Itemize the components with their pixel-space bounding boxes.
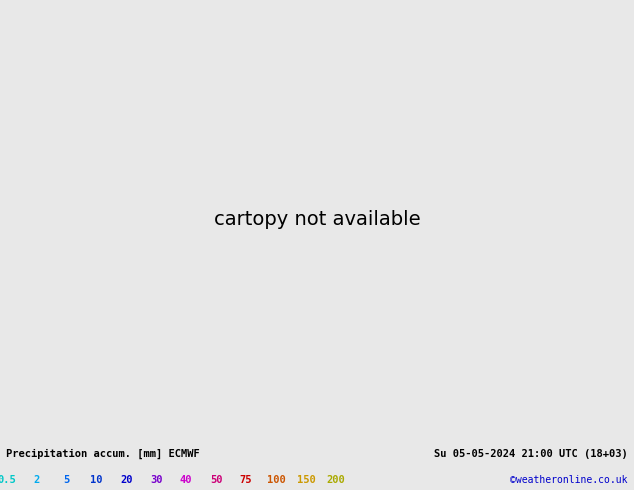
Text: cartopy not available: cartopy not available: [214, 210, 420, 229]
Text: Su 05-05-2024 21:00 UTC (18+03): Su 05-05-2024 21:00 UTC (18+03): [434, 449, 628, 459]
Text: Precipitation accum. [mm] ECMWF: Precipitation accum. [mm] ECMWF: [6, 449, 200, 459]
Text: 2: 2: [33, 475, 39, 485]
Text: 50: 50: [210, 475, 223, 485]
Text: 100: 100: [267, 475, 285, 485]
Text: 150: 150: [297, 475, 316, 485]
Text: 200: 200: [327, 475, 346, 485]
Text: 10: 10: [90, 475, 103, 485]
Text: 20: 20: [120, 475, 133, 485]
Text: 75: 75: [240, 475, 252, 485]
Text: ©weatheronline.co.uk: ©weatheronline.co.uk: [510, 475, 628, 485]
Text: 0.5: 0.5: [0, 475, 16, 485]
Text: 5: 5: [63, 475, 69, 485]
Text: 30: 30: [150, 475, 162, 485]
Text: 40: 40: [180, 475, 192, 485]
